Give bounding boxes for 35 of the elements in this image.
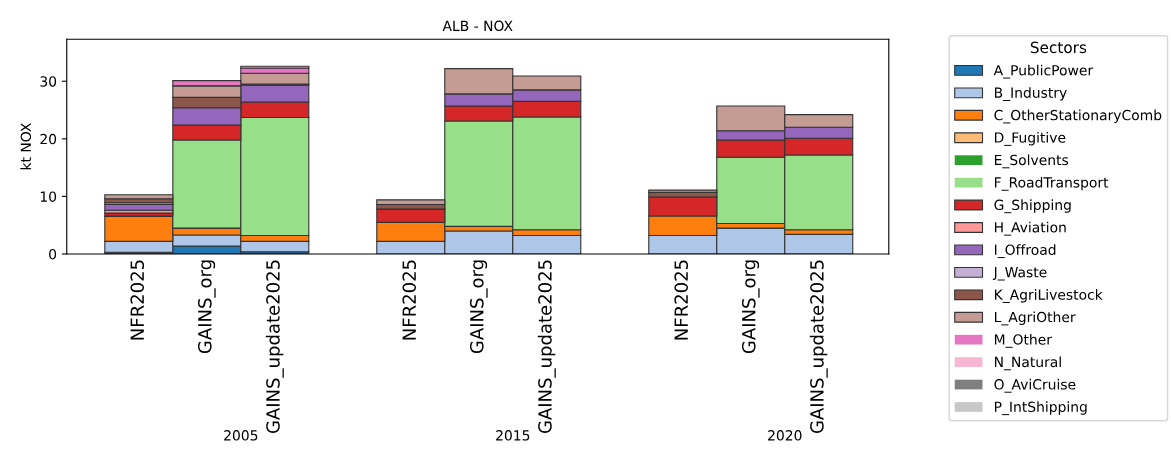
text: 2015 — [496, 430, 530, 441]
legend-label: I_Offroad — [994, 244, 1056, 259]
chart-title: ALB - NOX — [442, 20, 513, 32]
x-tick-label: NFR2025 — [402, 260, 417, 340]
legend-label: L_AgriOther — [994, 311, 1076, 326]
x-tick-label: GAINS_update2025 — [537, 260, 556, 434]
x-tick-label: GAINS_org — [197, 260, 216, 354]
x-tick-label: GAINS_org — [469, 260, 488, 354]
legend-label: J_Waste — [992, 267, 1047, 281]
legend-label: A_PublicPower — [993, 64, 1094, 79]
legend-label: F_RoadTransport — [994, 176, 1109, 191]
legend-label: E_Solvents — [994, 154, 1069, 169]
y-tick-label: 0 — [49, 248, 57, 260]
legend-label: G_Shipping — [994, 199, 1071, 214]
x-tick-label: NFR2025 — [674, 260, 689, 340]
y-axis-title: kt NOX — [20, 123, 32, 170]
legend-label: H_Aviation — [994, 221, 1066, 236]
legend-label: O_AviCruise — [994, 378, 1076, 393]
x-tick-label: GAINS_update2025 — [265, 260, 284, 434]
legend-label: M_Other — [994, 333, 1052, 348]
legend-label: C_OtherStationaryComb — [994, 109, 1162, 124]
legend-label: K_AgriLivestock — [994, 289, 1103, 303]
legend-label: D_Fugitive — [994, 132, 1066, 146]
legend-label: B_Industry — [994, 87, 1067, 101]
text: 2005 — [224, 430, 258, 441]
y-tick-label: 30 — [40, 76, 57, 87]
legend-label: N_Natural — [994, 356, 1061, 371]
y-tick-label: 20 — [40, 133, 57, 145]
x-tick-label: GAINS_update2025 — [809, 260, 828, 434]
x-tick-label: NFR2025 — [130, 260, 145, 340]
x-tick-label: GAINS_org — [741, 260, 760, 354]
y-tick-label: 10 — [40, 191, 57, 202]
text: 2020 — [768, 430, 802, 441]
legend-title: Sectors — [1030, 41, 1087, 54]
legend-label: P_IntShipping — [994, 401, 1087, 416]
